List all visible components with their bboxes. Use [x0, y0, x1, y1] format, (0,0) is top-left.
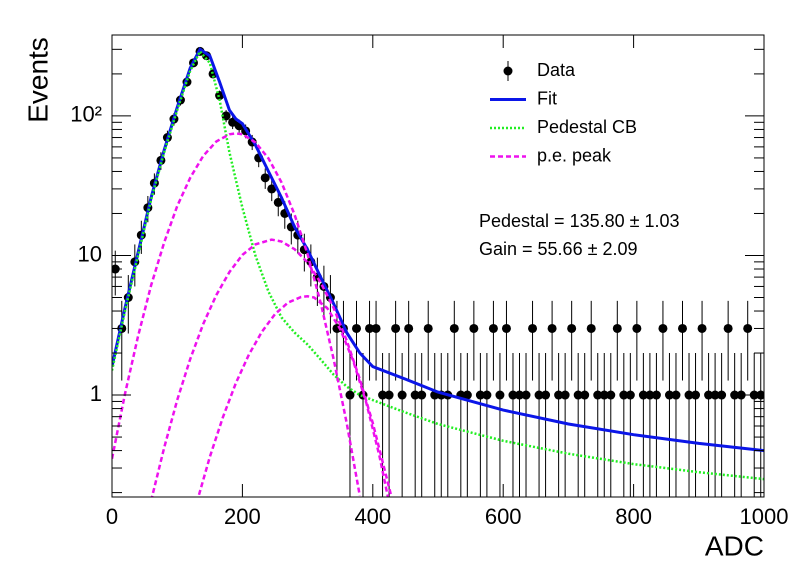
data-point: [482, 390, 492, 400]
x-tick-label: 1000: [740, 504, 789, 529]
data-point: [508, 390, 518, 400]
data-point: [593, 390, 603, 400]
data-point: [391, 323, 401, 333]
data-point: [573, 390, 583, 400]
fit-curve: [112, 132, 362, 496]
y-axis-title: Events: [22, 37, 53, 123]
frame: [111, 34, 765, 498]
x-tick-label: 600: [485, 504, 522, 529]
data-point: [567, 323, 577, 333]
data-point: [495, 390, 505, 400]
data-point: [619, 390, 629, 400]
legend-label: p.e. peak: [537, 145, 612, 165]
data-point: [423, 323, 433, 333]
fit-curve: [112, 49, 764, 481]
legend-label: Data: [537, 60, 576, 80]
data-point: [606, 390, 616, 400]
data-point: [704, 390, 714, 400]
data-point: [469, 323, 479, 333]
data-point: [664, 390, 674, 400]
data-point: [580, 390, 590, 400]
data-point: [671, 390, 681, 400]
data-point: [221, 111, 231, 121]
data-point: [612, 323, 622, 333]
data-point: [515, 390, 524, 400]
data-point: [599, 390, 609, 400]
data-point: [586, 323, 596, 333]
y-tick-label: 10²: [70, 102, 102, 127]
fit-curve: [112, 47, 764, 453]
data-point: [397, 390, 407, 400]
data-point: [730, 390, 740, 400]
data-point: [501, 323, 511, 333]
y-tick-label: 1: [90, 381, 102, 406]
annotation: Gain = 55.66 ± 2.09: [479, 239, 638, 259]
data-point: [547, 323, 557, 333]
data-point: [625, 390, 635, 400]
data-point: [260, 173, 270, 183]
data-point: [417, 390, 427, 400]
data-point: [345, 390, 355, 400]
data-point: [651, 390, 661, 400]
data-point: [717, 390, 727, 400]
data-point: [378, 390, 388, 400]
x-tick-label: 0: [106, 504, 118, 529]
data-point: [710, 390, 720, 400]
legend-label: Pedestal CB: [537, 117, 637, 137]
data-point: [384, 390, 394, 400]
fit-curve: [197, 295, 390, 497]
data-point: [658, 323, 668, 333]
data-point: [371, 323, 381, 333]
data-point: [645, 390, 655, 400]
x-tick-label: 200: [224, 504, 261, 529]
data-point: [521, 390, 531, 400]
data-point: [541, 390, 551, 400]
annotation: Pedestal = 135.80 ± 1.03: [479, 211, 680, 231]
legend-label: Fit: [537, 88, 557, 108]
data-point: [638, 390, 648, 400]
data-point: [488, 323, 498, 333]
data-point: [267, 184, 277, 194]
data-point: [554, 390, 564, 400]
data-point: [273, 197, 283, 207]
data-point: [684, 390, 694, 400]
x-tick-label: 800: [615, 504, 652, 529]
data-point: [410, 390, 420, 400]
data-point: [534, 390, 544, 400]
fit-curve: [150, 238, 393, 497]
data-point: [691, 390, 701, 400]
data-point: [678, 323, 687, 333]
y-tick-label: 10: [78, 241, 102, 266]
data-point: [632, 323, 642, 333]
legend-marker: [503, 66, 513, 76]
x-axis-title: ADC: [705, 530, 764, 561]
x-tick-label: 400: [354, 504, 391, 529]
data-point: [462, 390, 472, 400]
data-point: [736, 390, 746, 400]
data-point: [697, 323, 707, 333]
plot-area: [112, 46, 764, 497]
data-point: [404, 323, 414, 333]
data-point: [528, 323, 538, 333]
data-point: [743, 323, 753, 333]
data-point: [560, 390, 570, 400]
data-point: [723, 323, 733, 333]
data-point: [365, 323, 375, 333]
data-point: [449, 323, 459, 333]
data-point: [475, 390, 485, 400]
data-point: [352, 323, 361, 333]
